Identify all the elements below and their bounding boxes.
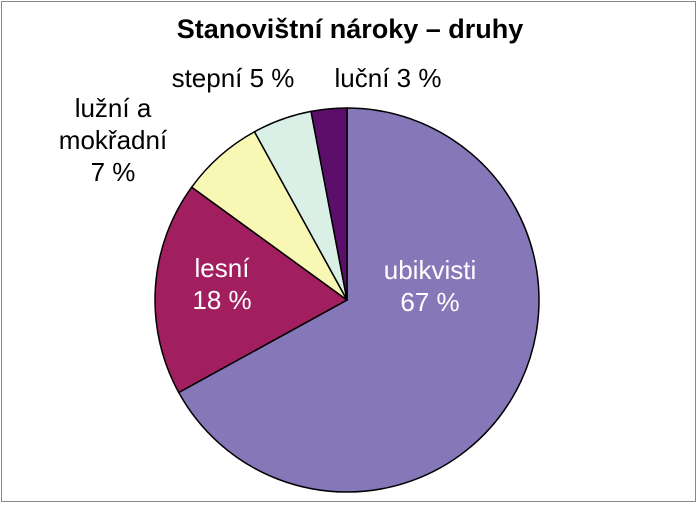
slice-label: stepní 5 % [158,62,308,94]
category-label: luční [334,63,390,93]
value-label: 18 % [192,285,252,315]
slice-label: lužní a mokřadní 7 % [28,92,198,188]
pie-slice [310,107,348,301]
category-label: lužní a mokřadní [58,93,168,155]
category-label: ubikvisti [383,255,477,285]
pie-slice [177,107,540,493]
value-label: 5 % [249,63,295,93]
chart-title: Stanovištní nároky – druhy [176,14,524,44]
slice-label: lesní 18 % [172,252,272,316]
category-label: lesní [194,253,250,283]
slice-label: luční 3 % [318,62,458,94]
category-label: stepní [171,63,243,93]
slice-label: ubikvisti 67 % [360,254,500,318]
pie-slice [154,186,349,394]
value-label: 3 % [396,63,442,93]
value-label: 7 % [90,157,136,187]
value-label: 67 % [400,287,460,317]
